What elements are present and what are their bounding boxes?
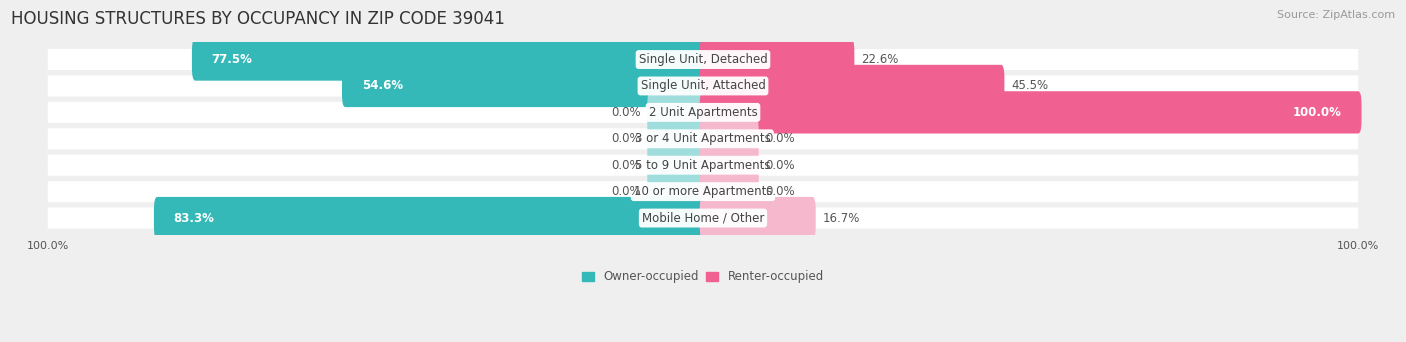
- FancyBboxPatch shape: [48, 181, 1358, 202]
- FancyBboxPatch shape: [647, 118, 706, 160]
- Text: Single Unit, Detached: Single Unit, Detached: [638, 53, 768, 66]
- Legend: Owner-occupied, Renter-occupied: Owner-occupied, Renter-occupied: [582, 270, 824, 283]
- Text: 0.0%: 0.0%: [765, 159, 794, 172]
- Text: 0.0%: 0.0%: [612, 159, 641, 172]
- Text: 0.0%: 0.0%: [612, 185, 641, 198]
- FancyBboxPatch shape: [700, 91, 1361, 133]
- Text: 16.7%: 16.7%: [823, 212, 859, 225]
- Text: 77.5%: 77.5%: [211, 53, 253, 66]
- FancyBboxPatch shape: [191, 38, 706, 81]
- FancyBboxPatch shape: [647, 171, 706, 213]
- FancyBboxPatch shape: [153, 197, 706, 239]
- Text: 22.6%: 22.6%: [860, 53, 898, 66]
- Text: Source: ZipAtlas.com: Source: ZipAtlas.com: [1277, 10, 1395, 20]
- Text: 0.0%: 0.0%: [765, 132, 794, 145]
- Text: 10 or more Apartments: 10 or more Apartments: [634, 185, 772, 198]
- Text: 54.6%: 54.6%: [361, 79, 402, 92]
- Text: 0.0%: 0.0%: [612, 106, 641, 119]
- Text: 3 or 4 Unit Apartments: 3 or 4 Unit Apartments: [636, 132, 770, 145]
- FancyBboxPatch shape: [48, 155, 1358, 176]
- Text: 83.3%: 83.3%: [173, 212, 215, 225]
- Text: 2 Unit Apartments: 2 Unit Apartments: [648, 106, 758, 119]
- Text: 45.5%: 45.5%: [1011, 79, 1047, 92]
- FancyBboxPatch shape: [48, 208, 1358, 228]
- FancyBboxPatch shape: [48, 102, 1358, 123]
- FancyBboxPatch shape: [700, 65, 1004, 107]
- Text: 0.0%: 0.0%: [765, 185, 794, 198]
- FancyBboxPatch shape: [48, 75, 1358, 96]
- FancyBboxPatch shape: [700, 197, 815, 239]
- FancyBboxPatch shape: [342, 65, 706, 107]
- FancyBboxPatch shape: [700, 171, 759, 213]
- Text: 5 to 9 Unit Apartments: 5 to 9 Unit Apartments: [636, 159, 770, 172]
- Text: 0.0%: 0.0%: [612, 132, 641, 145]
- FancyBboxPatch shape: [700, 144, 759, 186]
- Text: Mobile Home / Other: Mobile Home / Other: [641, 212, 765, 225]
- FancyBboxPatch shape: [48, 128, 1358, 149]
- FancyBboxPatch shape: [647, 144, 706, 186]
- FancyBboxPatch shape: [647, 91, 706, 133]
- Text: HOUSING STRUCTURES BY OCCUPANCY IN ZIP CODE 39041: HOUSING STRUCTURES BY OCCUPANCY IN ZIP C…: [11, 10, 505, 28]
- FancyBboxPatch shape: [48, 49, 1358, 70]
- FancyBboxPatch shape: [700, 38, 855, 81]
- Text: Single Unit, Attached: Single Unit, Attached: [641, 79, 765, 92]
- Text: 100.0%: 100.0%: [1294, 106, 1341, 119]
- FancyBboxPatch shape: [700, 118, 759, 160]
